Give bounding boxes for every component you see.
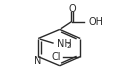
Text: O: O (68, 4, 75, 14)
Text: 2: 2 (65, 43, 70, 49)
Text: Cl: Cl (51, 52, 61, 62)
Text: NH: NH (57, 39, 72, 49)
Text: N: N (34, 56, 41, 66)
Text: OH: OH (87, 17, 102, 27)
